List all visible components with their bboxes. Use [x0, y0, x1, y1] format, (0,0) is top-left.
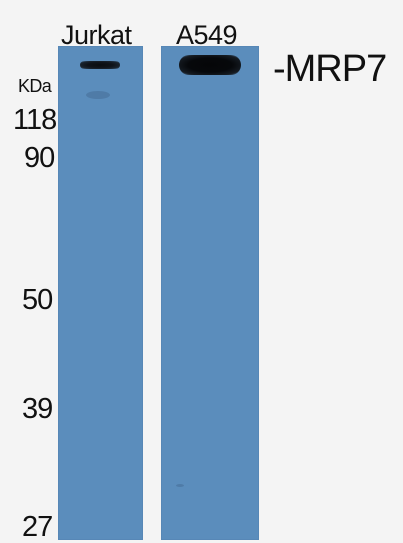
mrp7-band-a549	[179, 55, 241, 75]
background-smudge	[86, 91, 110, 99]
lane-label-a549: A549	[176, 20, 238, 50]
marker-39-kda: 39	[22, 393, 53, 425]
lane-label-jurkat: Jurkat	[61, 20, 132, 50]
lane-a549	[161, 46, 259, 540]
lane-jurkat	[58, 46, 143, 540]
marker-27-kda: 27	[22, 511, 53, 543]
marker-50-kda: 50	[22, 284, 53, 316]
marker-90-kda: 90	[24, 142, 55, 174]
target-protein-label: -MRP7	[273, 48, 387, 90]
marker-118-kda: 118	[13, 104, 57, 136]
mrp7-band-jurkat	[80, 61, 120, 69]
background-mark	[176, 484, 184, 487]
molecular-weight-unit-label: KDa	[18, 76, 52, 96]
